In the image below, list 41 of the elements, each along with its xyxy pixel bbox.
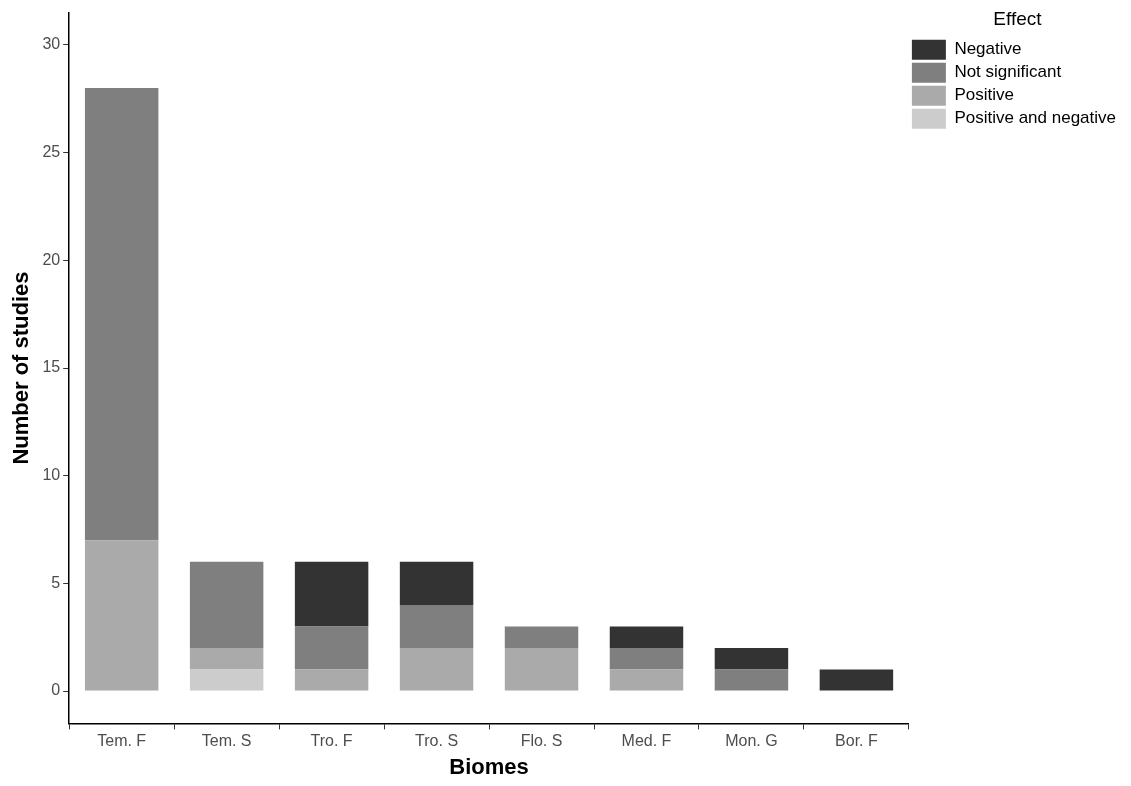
legend-label: Negative bbox=[954, 39, 1022, 59]
x-tick-label: Bor. F bbox=[835, 732, 878, 750]
x-tick-label: Mon. G bbox=[725, 732, 778, 750]
bar bbox=[609, 669, 684, 691]
y-tick-label: 20 bbox=[42, 250, 61, 268]
bar bbox=[819, 669, 894, 691]
bar bbox=[504, 648, 579, 691]
x-tick-label: Tro. F bbox=[310, 732, 353, 750]
bar bbox=[84, 540, 159, 691]
x-tick-label: Med. F bbox=[621, 732, 672, 750]
legend-title: Effect bbox=[993, 7, 1043, 29]
bar bbox=[399, 648, 474, 691]
y-tick-label: 5 bbox=[51, 573, 61, 591]
bar bbox=[189, 561, 264, 649]
bar bbox=[504, 626, 579, 649]
bar bbox=[714, 648, 789, 670]
bar bbox=[714, 669, 789, 691]
bar bbox=[609, 648, 684, 670]
bar bbox=[294, 669, 369, 691]
bar bbox=[189, 669, 264, 691]
y-tick-label: 10 bbox=[42, 466, 61, 484]
bar bbox=[294, 561, 369, 627]
y-tick-label: 15 bbox=[42, 358, 61, 376]
x-tick-label: Tem. S bbox=[201, 732, 252, 750]
x-tick-label: Flo. S bbox=[520, 732, 563, 750]
legend-label: Positive and negative bbox=[954, 108, 1116, 128]
bar bbox=[399, 561, 474, 605]
x-tick-label: Tro. S bbox=[415, 732, 459, 750]
y-axis-title: Number of studies bbox=[8, 271, 34, 465]
legend-label: Positive bbox=[954, 85, 1014, 105]
y-tick-label: 0 bbox=[51, 681, 61, 699]
x-axis-title: Biomes bbox=[449, 753, 529, 779]
legend-label: Not significant bbox=[954, 62, 1062, 82]
y-tick-label: 30 bbox=[42, 35, 61, 53]
bar bbox=[399, 604, 474, 649]
bar bbox=[609, 626, 684, 649]
bar bbox=[189, 648, 264, 670]
bar bbox=[294, 626, 369, 670]
y-tick-label: 25 bbox=[42, 143, 61, 161]
bar bbox=[84, 87, 159, 541]
x-tick-label: Tem. F bbox=[97, 732, 147, 750]
